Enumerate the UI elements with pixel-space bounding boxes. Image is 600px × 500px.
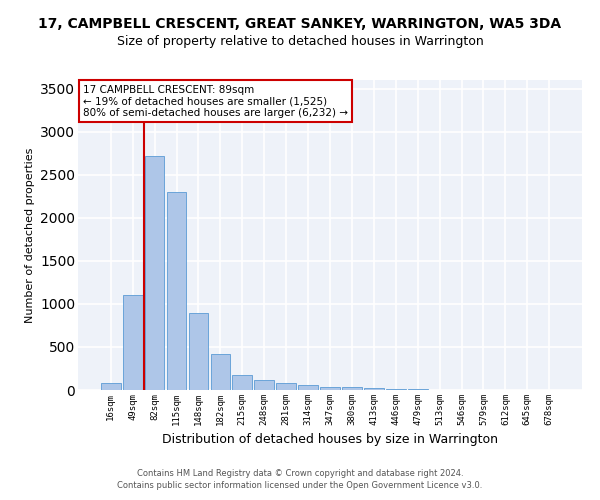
Bar — [211, 354, 230, 390]
Bar — [320, 386, 340, 390]
Bar — [101, 383, 121, 390]
Text: 17 CAMPBELL CRESCENT: 89sqm
← 19% of detached houses are smaller (1,525)
80% of : 17 CAMPBELL CRESCENT: 89sqm ← 19% of det… — [83, 84, 348, 118]
Bar — [386, 389, 406, 390]
Bar — [167, 192, 187, 390]
Bar — [188, 312, 208, 390]
Bar — [254, 380, 274, 390]
Bar — [232, 375, 252, 390]
Bar — [298, 386, 318, 390]
Text: Contains HM Land Registry data © Crown copyright and database right 2024.: Contains HM Land Registry data © Crown c… — [137, 468, 463, 477]
Bar — [364, 388, 384, 390]
Text: Size of property relative to detached houses in Warrington: Size of property relative to detached ho… — [116, 35, 484, 48]
Bar — [145, 156, 164, 390]
Text: Contains public sector information licensed under the Open Government Licence v3: Contains public sector information licen… — [118, 481, 482, 490]
Y-axis label: Number of detached properties: Number of detached properties — [25, 148, 35, 322]
Bar — [276, 383, 296, 390]
Bar — [342, 388, 362, 390]
X-axis label: Distribution of detached houses by size in Warrington: Distribution of detached houses by size … — [162, 434, 498, 446]
Text: 17, CAMPBELL CRESCENT, GREAT SANKEY, WARRINGTON, WA5 3DA: 17, CAMPBELL CRESCENT, GREAT SANKEY, WAR… — [38, 18, 562, 32]
Bar — [123, 296, 143, 390]
